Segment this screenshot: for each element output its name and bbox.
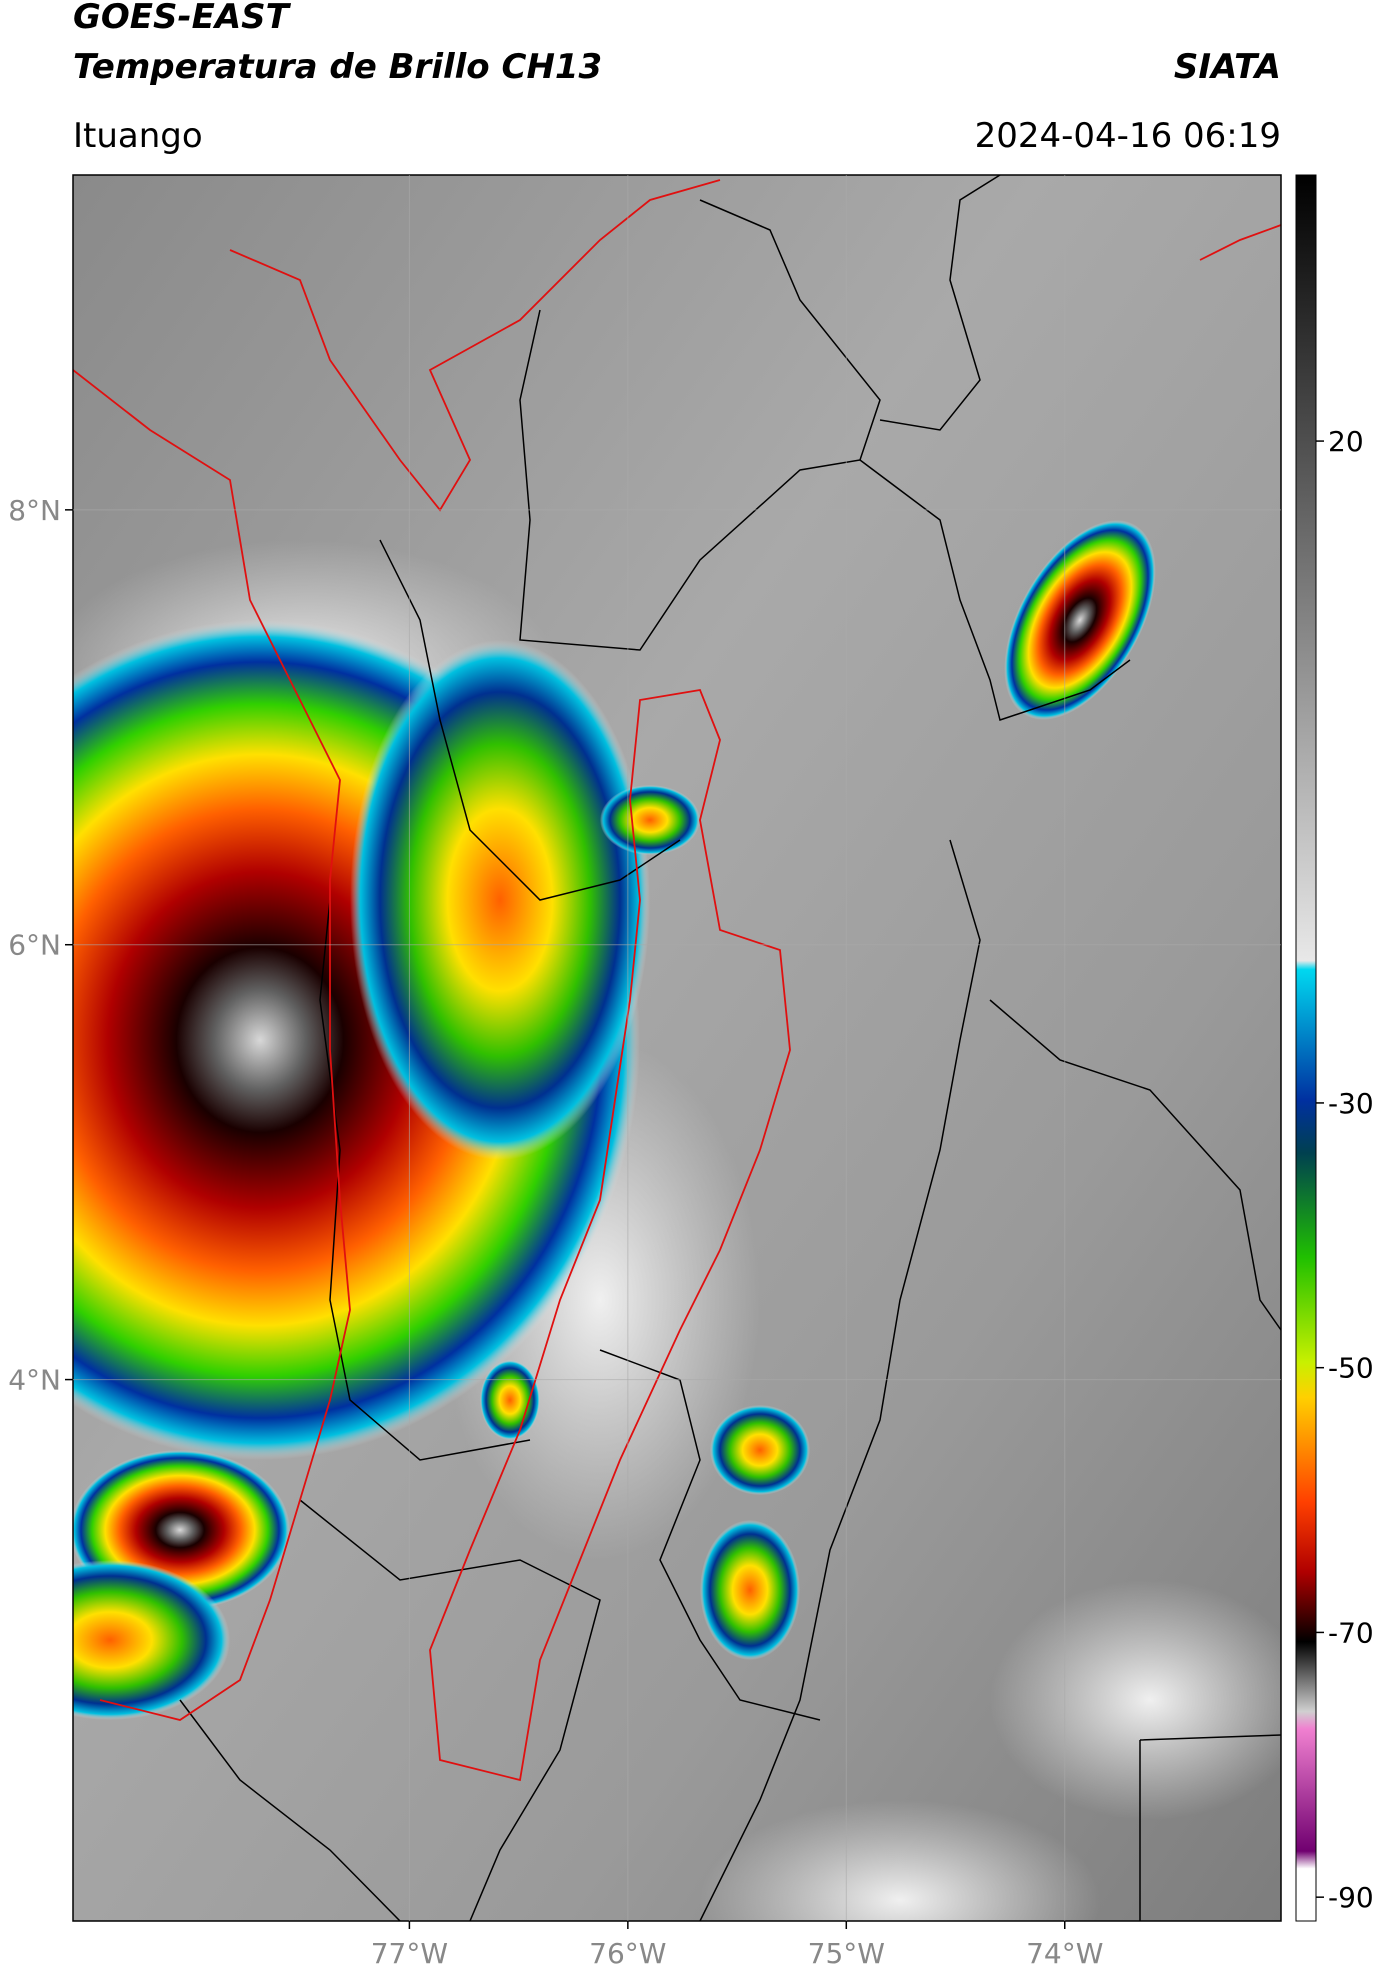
colorbar-tick-label: -70 — [1328, 1616, 1374, 1649]
colorbar-tick-label: -50 — [1328, 1352, 1374, 1385]
subtitle: Temperatura de Brillo CH13 — [73, 47, 602, 87]
colorbar-axis: 20 -30 -50 -70 -90 — [1316, 425, 1374, 1914]
y-tick-label: 6°N — [8, 929, 61, 962]
x-tick-label: 74°W — [1026, 1937, 1103, 1970]
satellite-image — [73, 175, 1281, 1921]
x-tick-label: 75°W — [808, 1937, 885, 1970]
x-tick-label: 76°W — [589, 1937, 666, 1970]
x-tick-label: 77°W — [371, 1937, 448, 1970]
map-frame — [72, 174, 1282, 1922]
axes: 77°W 76°W 75°W 74°W 4°N 6°N 8°N — [8, 175, 1281, 1970]
datetime: 2024-04-16 06:19 — [975, 116, 1281, 156]
location: Ituango — [73, 116, 203, 156]
colorbar-tick-label: 20 — [1328, 425, 1364, 458]
colorbar-tick-label: -30 — [1328, 1087, 1374, 1120]
colorbar-tick-label: -90 — [1328, 1881, 1374, 1914]
y-tick-label: 8°N — [8, 494, 61, 527]
source: SIATA — [1174, 47, 1281, 87]
title: GOES-EAST — [73, 0, 292, 37]
y-tick-label: 4°N — [8, 1364, 61, 1397]
colorbar — [1295, 174, 1317, 1922]
